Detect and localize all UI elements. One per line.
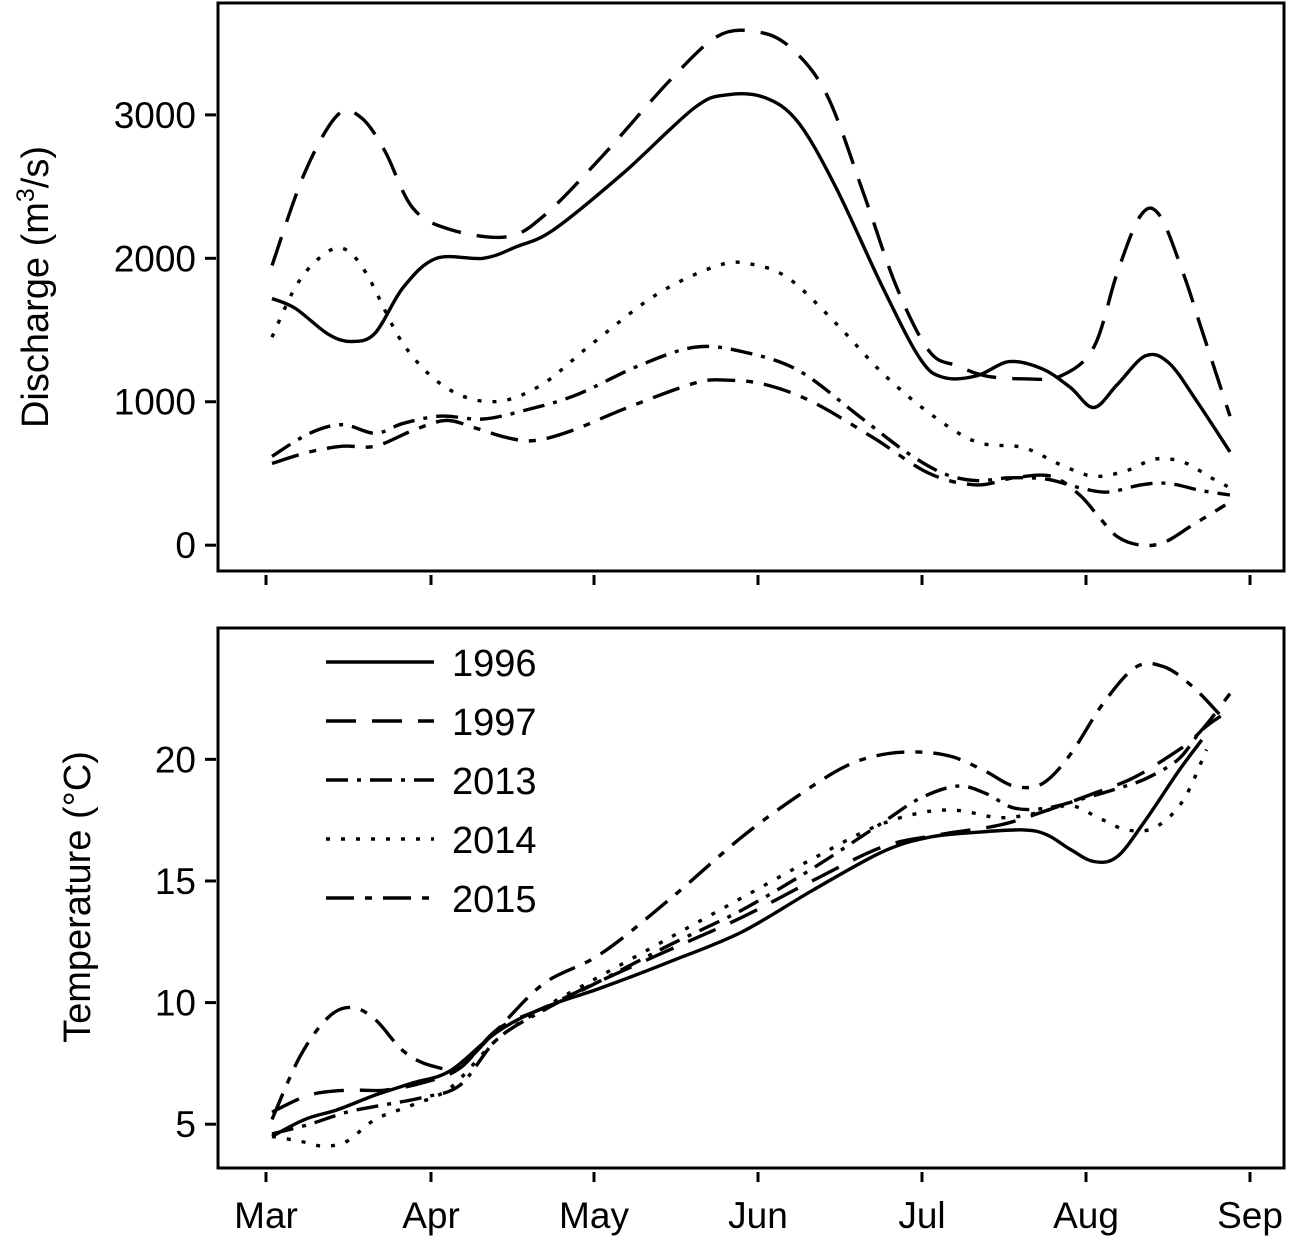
series-line-s1997 xyxy=(271,692,1232,1114)
y-tick-label: 10 xyxy=(155,983,196,1024)
x-tick-label: Mar xyxy=(234,1195,298,1236)
legend-label-2014: 2014 xyxy=(452,820,537,862)
bottom-y-axis: 5 10 15 20 xyxy=(155,739,216,1145)
bottom-panel-frame xyxy=(216,626,1286,1170)
legend: 1996 1997 2013 2014 2015 xyxy=(326,643,537,921)
y-tick-label: 3000 xyxy=(114,95,196,136)
y-tick-label: 20 xyxy=(155,739,196,780)
series-line-s2015 xyxy=(271,378,1227,548)
y-tick-label: 1000 xyxy=(114,382,196,423)
top-y-axis-title: Discharge (m3/s) xyxy=(12,146,57,428)
x-tick-label: Jul xyxy=(898,1195,945,1236)
series-line-s1997 xyxy=(270,28,1232,417)
top-panel-frame xyxy=(216,1,1286,573)
bottom-y-axis-title: Temperature (°C) xyxy=(57,751,99,1043)
top-x-axis xyxy=(264,575,1252,585)
bottom-series-group xyxy=(270,661,1232,1148)
bottom-x-axis: Mar Apr May Jun Jul Aug Sep xyxy=(234,1172,1283,1236)
series-line-s2015 xyxy=(270,661,1222,1121)
y-tick-label: 5 xyxy=(175,1104,196,1145)
x-tick-label: May xyxy=(559,1195,629,1236)
x-tick-label: Jun xyxy=(728,1195,788,1236)
top-series-group xyxy=(270,28,1232,548)
legend-label-2015: 2015 xyxy=(452,879,537,921)
series-line-s2014 xyxy=(271,748,1209,1148)
x-tick-label: Aug xyxy=(1053,1195,1119,1236)
x-tick-label: Sep xyxy=(1217,1195,1283,1236)
x-tick-label: Apr xyxy=(402,1195,460,1236)
legend-label-2013: 2013 xyxy=(452,761,537,803)
y-tick-label: 0 xyxy=(175,525,196,566)
top-y-axis: 0 1000 2000 3000 xyxy=(114,95,216,566)
y-tick-label: 2000 xyxy=(114,238,196,279)
series-line-s2013 xyxy=(271,711,1227,1136)
series-line-s2014 xyxy=(270,246,1231,490)
series-line-s2013 xyxy=(271,344,1231,497)
y-tick-label: 15 xyxy=(155,861,196,902)
series-line-s1996 xyxy=(271,738,1204,1138)
legend-label-1996: 1996 xyxy=(452,643,537,685)
legend-label-1997: 1997 xyxy=(452,702,537,744)
series-line-s1996 xyxy=(271,92,1232,453)
